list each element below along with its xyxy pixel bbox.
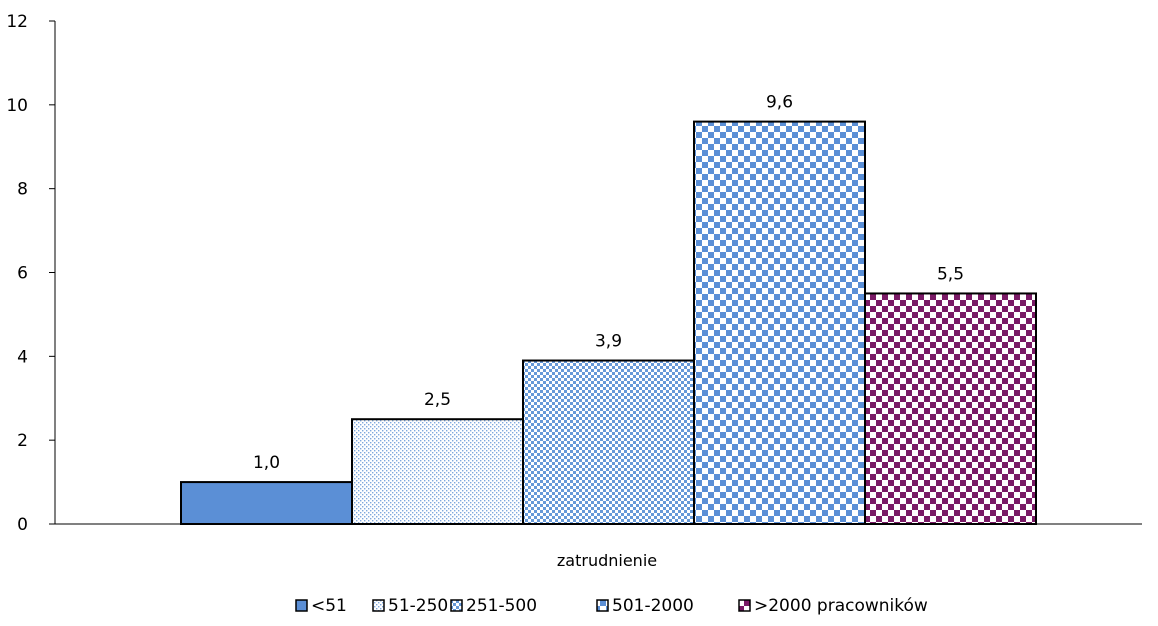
bar-3	[522, 359, 695, 525]
bar-2	[351, 418, 524, 526]
bar-value-label: 9,6	[766, 93, 793, 113]
y-tick-label: 10	[6, 96, 28, 116]
bar-value-label: 3,9	[595, 332, 622, 352]
legend-swatch	[450, 599, 463, 612]
y-tick-label: 4	[17, 347, 28, 367]
legend-swatch	[372, 599, 385, 612]
bar-4	[693, 120, 866, 525]
y-tick-label: 12	[6, 12, 28, 32]
y-tick-label: 2	[17, 431, 28, 451]
bar-value-label: 1,0	[253, 453, 280, 473]
bars	[180, 120, 1037, 526]
legend-swatch	[295, 599, 308, 612]
legend-swatch	[596, 599, 609, 612]
legend-label: 51-250	[388, 596, 448, 616]
legend-label: >2000 pracowników	[754, 596, 928, 616]
x-axis-title: zatrudnienie	[557, 551, 657, 570]
legend-swatch	[738, 599, 751, 612]
y-tick-label: 8	[17, 180, 28, 200]
legend-label: 501-2000	[612, 596, 694, 616]
bar-5	[864, 292, 1037, 526]
legend-label: 251-500	[466, 596, 537, 616]
legend-label: <51	[311, 596, 347, 616]
bar-1	[180, 481, 353, 526]
bar-value-label: 2,5	[424, 390, 451, 410]
y-tick-label: 6	[17, 264, 28, 284]
y-tick-label: 0	[17, 515, 28, 535]
legend: <51 51-250 251-500 501-2000 >2000 pracownikó…	[295, 596, 928, 616]
data-labels: 1,0 2,5 3,9 9,6 5,5	[253, 93, 964, 473]
bar-value-label: 5,5	[937, 264, 964, 284]
